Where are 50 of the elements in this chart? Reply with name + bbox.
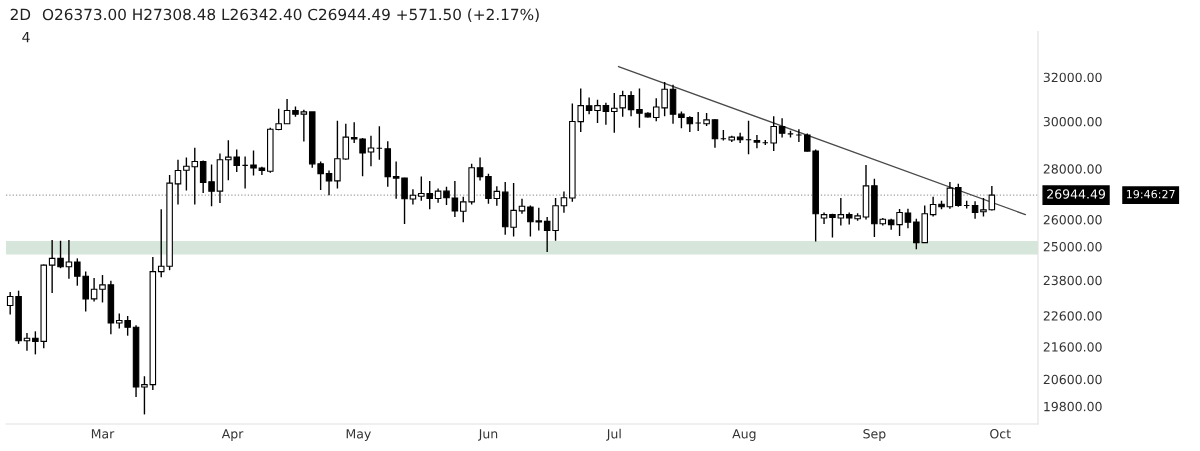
candlestick [250, 149, 257, 177]
y-tick-label: 28000.00 [1043, 164, 1102, 174]
candlestick [65, 239, 73, 280]
candlestick [627, 90, 635, 117]
candlestick [694, 111, 702, 132]
candlestick [736, 132, 744, 144]
x-tick-label: May [346, 429, 371, 441]
ref-line-label: 26944.49 [1047, 189, 1106, 199]
candlestick [795, 128, 803, 143]
y-tick-label: 30000.00 [1043, 116, 1102, 127]
candlestick [367, 135, 375, 167]
x-tick-label: Aug [732, 429, 756, 441]
annotation: 4 [22, 32, 30, 43]
candlestick [929, 196, 937, 218]
candlestick [602, 102, 610, 126]
y-tick-label: 21600.00 [1043, 342, 1102, 352]
x-tick-label: Oct [990, 429, 1011, 439]
x-tick-label: Sep [863, 429, 886, 441]
candlestick [451, 180, 459, 218]
y-tick-label: 26000.00 [1043, 215, 1102, 225]
y-tick-label: 22600.00 [1043, 311, 1102, 321]
candlestick [325, 169, 333, 196]
chart-subtitle: O26373.00 H27308.48 L26342.40 C26944.49 +571.50 (+2.17%) [42, 8, 539, 23]
y-tick-label: 20600.00 [1043, 374, 1102, 385]
candlestick [955, 183, 962, 208]
y-tick-label: 23800.00 [1043, 275, 1102, 286]
candlestick [174, 159, 182, 206]
x-tick-label: Jul [606, 428, 621, 441]
candlestick [904, 208, 912, 230]
candlestick [283, 98, 291, 125]
candlestick [753, 134, 761, 149]
candlestick [560, 190, 568, 214]
x-tick-label: Mar [91, 429, 115, 439]
candlestick [90, 277, 98, 303]
text: 19:46:27 [1126, 189, 1175, 199]
y-tick-label: 32000.00 [1043, 72, 1102, 83]
candlestick [476, 156, 484, 182]
candlestick [99, 274, 106, 304]
candlestick [409, 188, 417, 206]
chart-title: 2D [10, 8, 31, 20]
y-tick-label: 19800.00 [1044, 401, 1102, 412]
candlestick [946, 181, 954, 210]
y-tick-label: 25000.00 [1043, 241, 1102, 252]
candlestick [770, 115, 777, 152]
candlestick [711, 118, 719, 149]
x-tick-label: Apr [221, 429, 244, 441]
x-tick-label: Jun [478, 429, 498, 441]
candlestick [443, 186, 450, 206]
candlestick [594, 99, 601, 124]
candlestick [778, 117, 786, 139]
